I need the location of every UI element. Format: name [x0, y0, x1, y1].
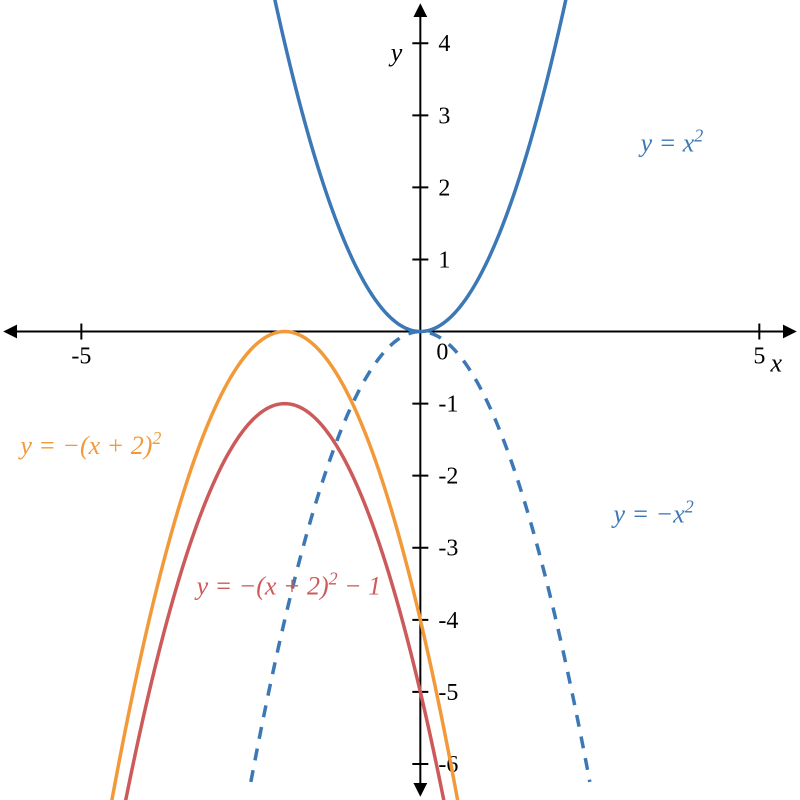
- curve-label-c4: y = −(x + 2)2 − 1: [194, 569, 382, 601]
- y-axis-label: y: [388, 38, 403, 67]
- curve-c4: [125, 404, 444, 800]
- y-tick-label: -2: [438, 464, 458, 490]
- y-tick-label: -1: [438, 392, 458, 418]
- x-tick-label: -5: [71, 344, 91, 370]
- curve-label-c2: y = −x2: [611, 497, 694, 529]
- parabola-transformations-chart: yx-55-6-5-4-3-2-112340y = x2y = −x2y = −…: [0, 0, 800, 800]
- x-tick-label: 5: [753, 344, 765, 370]
- y-tick-label: 2: [438, 175, 450, 201]
- origin-label: 0: [436, 340, 448, 366]
- x-axis-label: x: [769, 349, 782, 378]
- y-tick-label: -3: [438, 536, 458, 562]
- curve-label-c3: y = −(x + 2)2: [17, 428, 161, 460]
- curve-label-c1: y = x2: [638, 125, 704, 157]
- y-tick-label: -5: [438, 680, 458, 706]
- y-tick-label: 3: [438, 103, 450, 129]
- y-tick-label: 4: [438, 31, 450, 57]
- y-tick-label: 1: [438, 247, 450, 273]
- y-tick-label: -4: [438, 608, 458, 634]
- curve-c3: [112, 332, 458, 800]
